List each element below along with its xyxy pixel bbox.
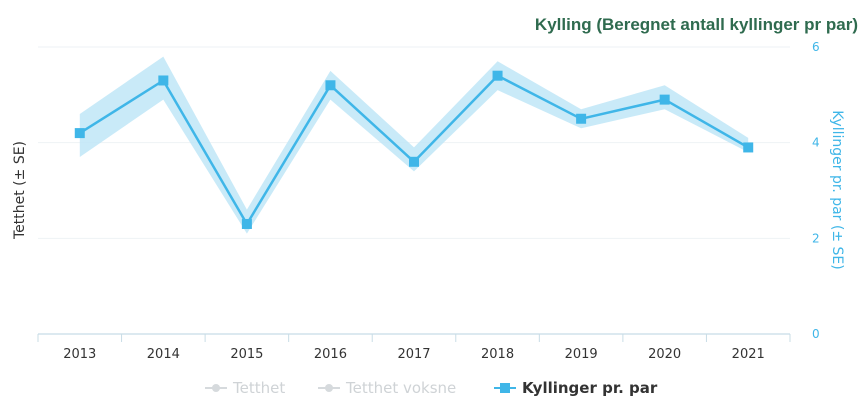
y-tick-label: 2 [812, 231, 820, 245]
x-axis-ticks: 2013 2014 2015 2016 2017 2018 2019 2020 2021 [37, 334, 791, 362]
data-point [241, 218, 252, 229]
data-point [492, 70, 503, 81]
chart-title: Kylling (Beregnet antall kyllinger pr pa… [535, 15, 858, 34]
data-point [409, 156, 419, 167]
data-point [659, 94, 670, 105]
y-tick-label: 0 [812, 327, 820, 341]
se-band-layer [79, 56, 749, 234]
grid [38, 46, 790, 239]
data-point [576, 113, 587, 124]
legend-item[interactable]: Tetthet voksne [318, 379, 456, 397]
data-point [74, 128, 85, 139]
y-axis-right-label: Kyllinger pr. par (± SE) [829, 110, 845, 269]
y-tick-label: 6 [812, 40, 820, 54]
y-axis-ticks: 0 2 4 6 [812, 40, 820, 341]
x-tick-label: 2020 [648, 347, 681, 362]
y-tick-label: 4 [812, 136, 820, 150]
x-tick-label: 2019 [565, 347, 598, 362]
se-band [79, 56, 749, 234]
y-axis-left-label: Tetthet (± SE) [12, 141, 28, 240]
data-point [743, 142, 754, 153]
x-tick-label: 2018 [481, 347, 514, 362]
legend-square-icon [500, 383, 510, 393]
legend-circle-icon [325, 384, 333, 392]
series-points-layer [74, 70, 754, 229]
data-point [325, 80, 336, 91]
legend-label: Tetthet [232, 379, 285, 397]
legend-item[interactable]: Kyllinger pr. par [494, 379, 658, 397]
legend-label: Kyllinger pr. par [522, 379, 658, 397]
legend: Tetthet Tetthet voksne Kyllinger pr. par [205, 379, 658, 397]
x-tick-label: 2017 [397, 347, 430, 362]
x-tick-label: 2014 [147, 347, 180, 362]
data-point [158, 75, 169, 86]
legend-label: Tetthet voksne [345, 379, 456, 397]
legend-item[interactable]: Tetthet [205, 379, 285, 397]
x-tick-label: 2015 [230, 347, 263, 362]
x-tick-label: 2013 [63, 347, 96, 362]
x-tick-label: 2021 [732, 347, 765, 362]
x-tick-label: 2016 [314, 347, 347, 362]
legend-circle-icon [212, 384, 220, 392]
